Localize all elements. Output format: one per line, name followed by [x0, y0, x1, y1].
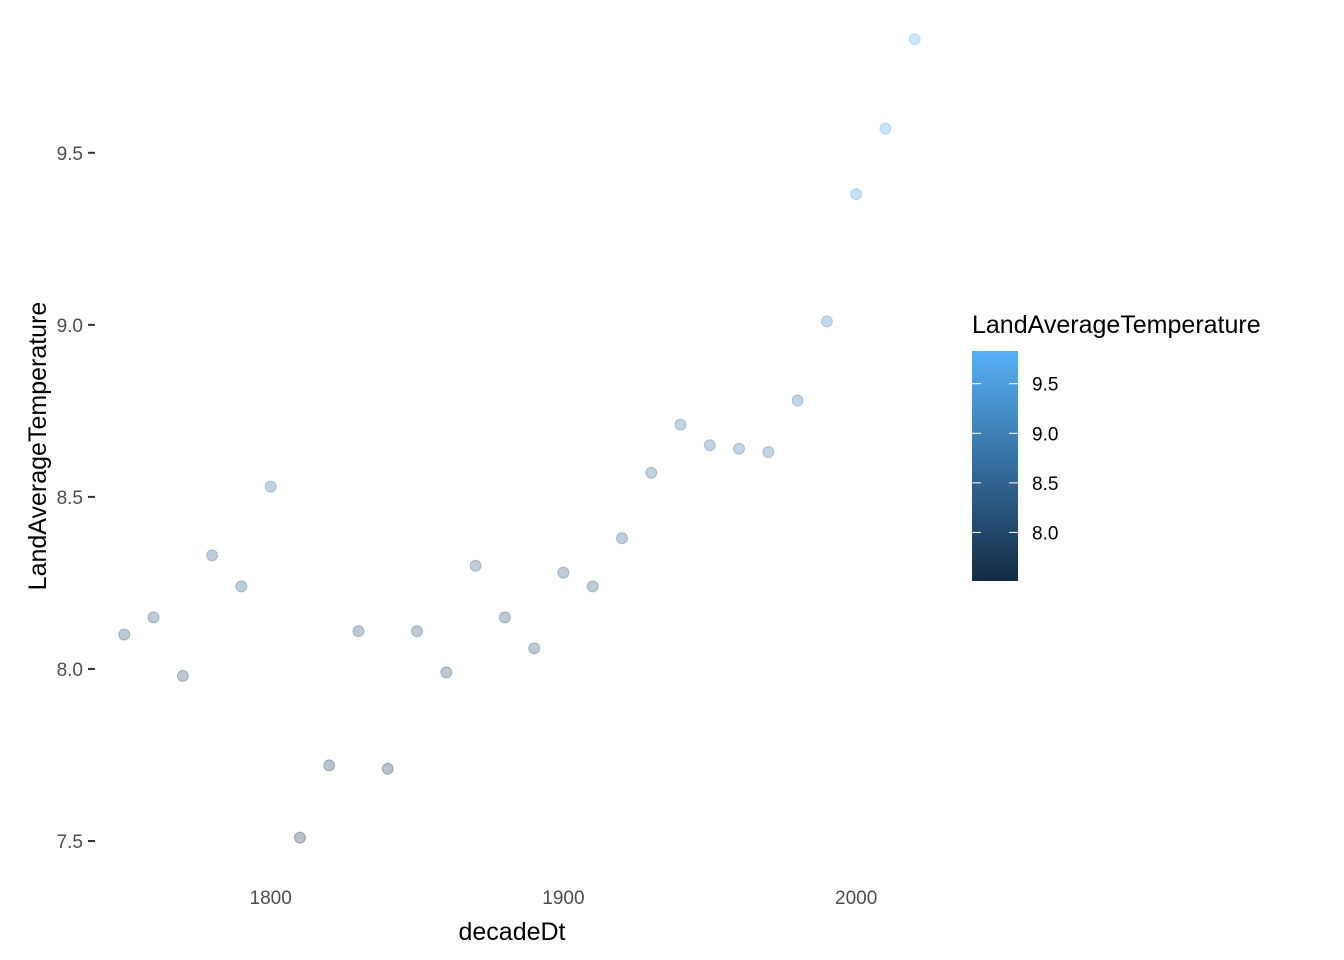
data-point — [908, 33, 921, 46]
data-point — [674, 418, 687, 431]
data-point — [528, 642, 541, 655]
x-axis-title: decadeDt — [458, 918, 565, 946]
data-point — [820, 315, 833, 328]
legend-label: 8.5 — [1032, 474, 1058, 495]
data-points — [118, 33, 921, 844]
data-point — [440, 666, 453, 679]
data-point — [264, 480, 277, 493]
color-legend: LandAverageTemperature 8.0 8.5 9.0 9.5 — [972, 311, 1261, 581]
x-tick-label: 1900 — [542, 888, 584, 909]
data-point — [586, 580, 599, 593]
x-axis: 1800 1900 2000 — [250, 888, 878, 909]
data-point — [762, 446, 775, 459]
data-point — [498, 611, 511, 624]
y-tick-label: 7.5 — [57, 832, 83, 853]
legend-ticks: 8.0 8.5 9.0 9.5 — [972, 375, 1058, 544]
data-point — [381, 762, 394, 775]
y-tick-label: 9.0 — [57, 316, 83, 337]
data-point — [850, 188, 863, 201]
data-point — [206, 549, 219, 562]
data-point — [118, 628, 131, 641]
data-point — [293, 831, 306, 844]
y-axis-title: LandAverageTemperature — [24, 302, 52, 591]
x-tick-label: 1800 — [250, 888, 292, 909]
x-tick-label: 2000 — [835, 888, 877, 909]
data-point — [352, 625, 365, 638]
data-point — [645, 466, 658, 479]
data-point — [235, 580, 248, 593]
data-point — [733, 442, 746, 455]
y-tick-label: 8.0 — [57, 660, 83, 681]
data-point — [176, 669, 189, 682]
y-tick-label: 9.5 — [57, 144, 83, 165]
legend-label: 9.0 — [1032, 424, 1058, 445]
data-point — [411, 625, 424, 638]
legend-label: 9.5 — [1032, 375, 1058, 396]
y-axis: 7.5 8.0 8.5 9.0 9.5 — [57, 144, 95, 853]
data-point — [469, 559, 482, 572]
data-point — [323, 759, 336, 772]
y-tick-label: 8.5 — [57, 488, 83, 509]
legend-colorbar — [972, 351, 1018, 581]
legend-title: LandAverageTemperature — [972, 311, 1261, 339]
data-point — [791, 394, 804, 407]
data-point — [703, 439, 716, 452]
legend-label: 8.0 — [1032, 523, 1058, 544]
data-point — [147, 611, 160, 624]
data-point — [879, 122, 892, 135]
data-point — [557, 566, 570, 579]
data-point — [615, 532, 628, 545]
